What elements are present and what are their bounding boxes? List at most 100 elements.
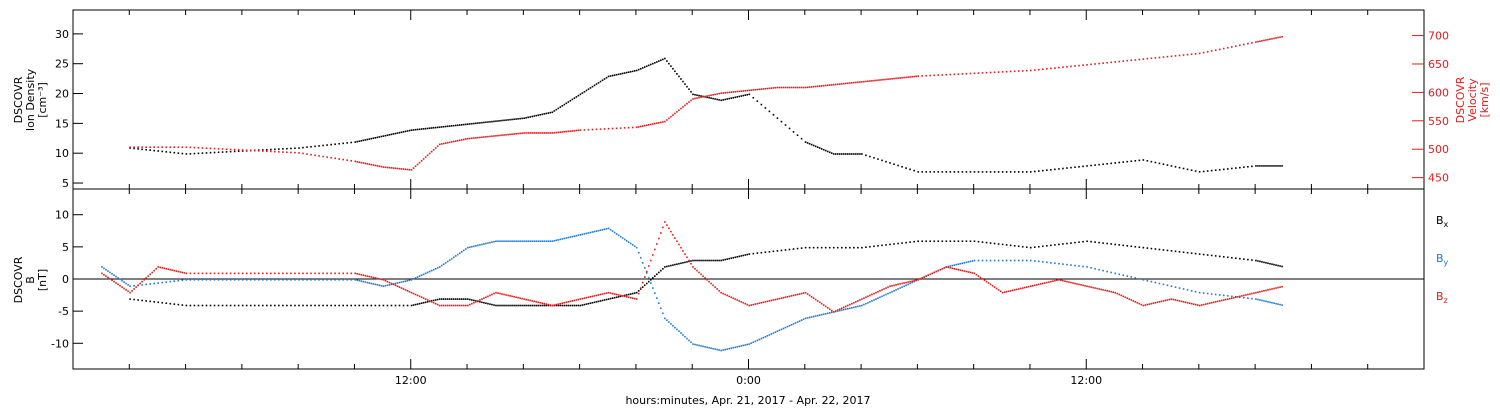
bottom-data-point [153,282,156,285]
bottom-data-point [635,291,638,294]
bottom-data-point [1009,259,1012,262]
top-data-point [788,127,791,130]
bottom-data-point [509,304,511,307]
bottom-data-point [828,308,831,310]
bottom-data-point [326,279,328,281]
bottom-data-point [780,297,783,299]
bottom-data-point [428,270,431,273]
bottom-data-point [700,259,702,262]
bottom-data-point [1267,301,1269,303]
bottom-data-point [354,304,357,307]
top-data-point [181,146,184,148]
bottom-data-point [615,233,618,235]
bottom-data-point [420,274,423,277]
top-data-point [1178,54,1181,57]
bottom-data-point [816,314,819,317]
bottom-data-point [334,272,336,275]
bottom-data-point [408,279,411,282]
bottom-data-point [1040,283,1042,285]
bottom-data-point [523,240,525,243]
top-data-point [338,158,340,160]
bottom-data-point [513,304,515,307]
bottom-data-point [123,281,125,283]
top-data-point [358,140,361,143]
top-data-point [450,141,453,143]
bottom-data-point [376,277,379,280]
bottom-data-point [955,268,958,271]
bottom-data-point [748,343,751,345]
bottom-data-point [861,298,863,300]
top-data-point [314,145,316,148]
top-data-point [360,139,363,142]
top-data-point [541,113,544,116]
bottom-data-point [722,349,724,351]
bottom-data-point [111,279,113,282]
bottom-data-point [617,234,620,237]
bottom-data-point [1277,303,1279,305]
bottom-data-point [515,304,517,307]
bottom-data-point [434,299,437,301]
top-data-point [1009,70,1012,73]
bottom-data-point [471,299,473,301]
top-data-point [917,75,919,77]
bottom-data-point [1239,296,1241,299]
top-data-point [716,98,718,101]
bottom-data-point [237,272,240,275]
bottom-data-point [1001,291,1004,294]
top-data-point [565,130,568,133]
bottom-data-point [1245,294,1247,296]
bottom-data-point [957,268,960,271]
bottom-data-point [698,259,700,262]
bottom-data-point [1150,247,1153,250]
bottom-left-tick-label: 0 [62,273,69,286]
bottom-data-point [571,304,574,307]
bottom-data-point [637,292,640,295]
top-data-point [730,97,733,99]
bottom-data-point [1033,246,1036,248]
bottom-data-point [794,322,797,324]
top-data-point [639,125,642,128]
bottom-data-point [442,263,445,265]
bottom-left-tick-label: 5 [62,241,69,254]
top-data-point [161,150,164,153]
top-data-point [497,120,499,122]
bottom-data-point [257,279,260,281]
bottom-data-point [776,330,779,333]
bottom-data-point [647,277,650,279]
top-data-point [372,137,375,140]
top-data-point [706,95,708,97]
bottom-data-point [1255,259,1257,262]
bottom-data-point [1202,292,1205,294]
top-data-point [838,83,841,85]
top-data-point [670,115,672,118]
top-data-point [686,85,688,88]
bottom-data-point [531,240,533,243]
bottom-data-point [772,250,775,253]
bottom-data-point [1074,241,1076,244]
top-data-point [1269,165,1271,167]
top-right-tick-label: 600 [1428,86,1449,99]
top-data-point [575,96,578,98]
bottom-data-point [438,298,441,300]
top-data-point [613,74,616,76]
top-data-point [887,78,889,80]
top-data-point [969,72,972,75]
top-data-point [165,146,168,148]
bottom-data-point [591,231,594,233]
bottom-data-point [547,304,550,307]
top-data-point [736,96,739,98]
top-data-point [412,129,415,131]
bottom-data-point [1130,299,1133,301]
bottom-data-point [1259,290,1261,293]
bottom-data-point [378,284,381,287]
bottom-data-point [847,304,849,307]
top-data-point [981,171,984,173]
bottom-data-point [716,259,718,262]
bottom-data-point [173,269,176,272]
bottom-data-point [1210,293,1213,295]
bottom-data-point [432,268,435,271]
top-data-point [290,147,292,150]
bottom-data-point [849,246,851,249]
top-data-point [217,151,220,154]
top-data-point [487,135,489,138]
